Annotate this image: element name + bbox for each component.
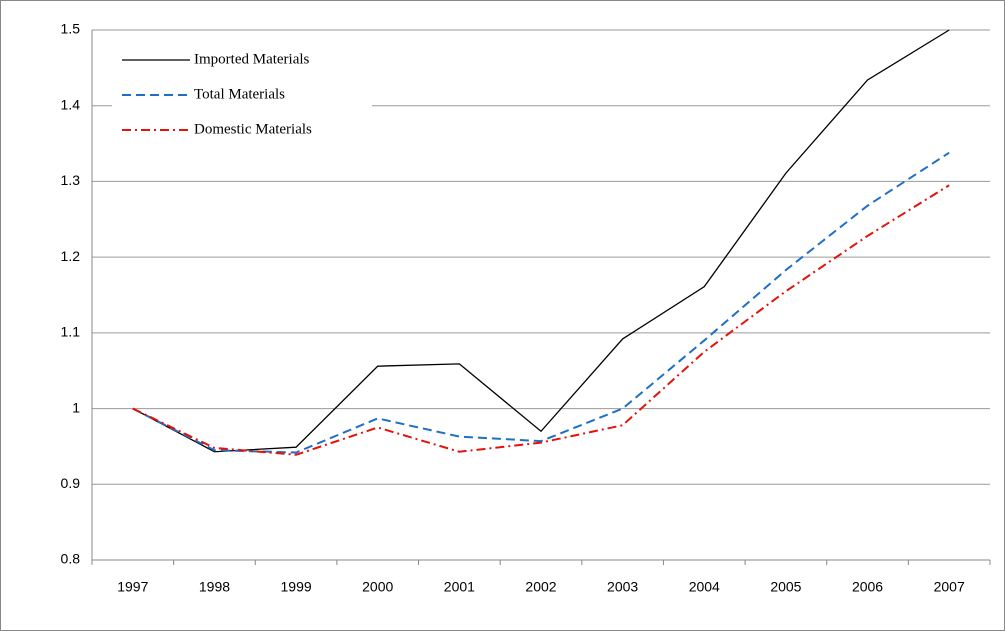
x-tick-label: 1997 — [117, 579, 148, 595]
y-tick-label: 1.3 — [61, 172, 81, 188]
series-line — [132, 151, 950, 454]
x-tick-label: 2000 — [362, 579, 393, 595]
series-line — [132, 184, 950, 456]
y-tick-label: 1.1 — [61, 324, 81, 340]
y-tick-label: 1 — [72, 399, 80, 415]
legend: Imported Materials Total Materials Domesti… — [112, 44, 372, 144]
x-tick-label: 2004 — [689, 579, 720, 595]
x-tick-label: 1998 — [199, 579, 230, 595]
x-tick-label: 2001 — [444, 579, 475, 595]
x-tick-label: 2003 — [607, 579, 638, 595]
legend-label: Domestic Materials — [194, 121, 312, 137]
x-tick-label: 2002 — [525, 579, 556, 595]
y-tick-label: 1.5 — [61, 21, 81, 37]
legend-label: Imported Materials — [194, 51, 310, 67]
y-tick-label: 0.9 — [61, 475, 81, 491]
legend-label: Total Materials — [194, 86, 285, 102]
y-tick-label: 1.4 — [61, 96, 81, 112]
x-tick-label: 2005 — [770, 579, 801, 595]
y-tick-label: 0.8 — [61, 551, 81, 567]
x-tick-label: 2006 — [852, 579, 883, 595]
series-line — [132, 29, 950, 453]
x-tick-label: 2007 — [934, 579, 965, 595]
x-tick-label: 1999 — [281, 579, 312, 595]
y-tick-label: 1.2 — [61, 248, 81, 264]
